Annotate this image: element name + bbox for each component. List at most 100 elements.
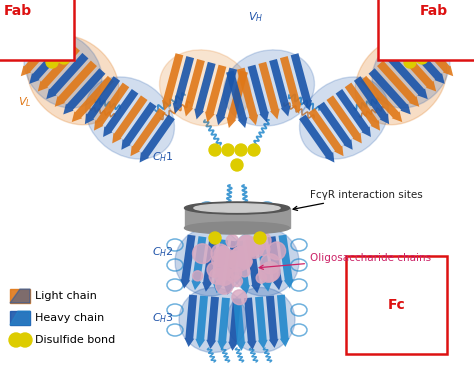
Polygon shape (336, 89, 371, 137)
Circle shape (216, 276, 233, 294)
Ellipse shape (27, 35, 119, 125)
Polygon shape (228, 298, 241, 351)
Polygon shape (291, 53, 312, 111)
Circle shape (18, 333, 32, 347)
Circle shape (211, 244, 229, 263)
Circle shape (239, 257, 252, 269)
Polygon shape (85, 76, 120, 124)
Circle shape (207, 262, 222, 277)
Polygon shape (318, 102, 353, 150)
Polygon shape (394, 45, 436, 91)
Circle shape (253, 232, 271, 250)
Polygon shape (269, 59, 291, 116)
Circle shape (237, 235, 256, 254)
Text: $C_H3$: $C_H3$ (152, 311, 174, 325)
Bar (10, 311, 30, 325)
Ellipse shape (179, 288, 247, 352)
Polygon shape (191, 236, 206, 290)
Polygon shape (184, 295, 197, 347)
Polygon shape (63, 68, 105, 115)
Polygon shape (112, 95, 147, 143)
Circle shape (229, 252, 241, 264)
Polygon shape (244, 298, 257, 350)
Text: FcγR interaction sites: FcγR interaction sites (293, 190, 423, 210)
Polygon shape (46, 53, 89, 99)
Circle shape (416, 52, 428, 64)
Polygon shape (55, 60, 97, 107)
Circle shape (227, 270, 239, 282)
Polygon shape (205, 65, 227, 122)
Text: $V_L$: $V_L$ (18, 95, 31, 109)
Polygon shape (247, 65, 269, 122)
Circle shape (261, 262, 280, 281)
Circle shape (192, 271, 203, 281)
Circle shape (209, 232, 221, 244)
Polygon shape (279, 235, 293, 289)
Circle shape (209, 144, 221, 156)
Text: $C_H1$: $C_H1$ (152, 150, 174, 164)
Polygon shape (194, 62, 216, 119)
Circle shape (216, 248, 236, 268)
Circle shape (257, 243, 270, 256)
Polygon shape (227, 70, 248, 128)
Circle shape (218, 269, 230, 280)
Circle shape (230, 268, 242, 279)
Polygon shape (130, 108, 166, 156)
Polygon shape (369, 68, 411, 115)
Polygon shape (206, 297, 219, 349)
Circle shape (212, 255, 224, 267)
Polygon shape (385, 53, 428, 99)
Circle shape (219, 268, 229, 279)
Circle shape (235, 144, 247, 156)
Polygon shape (10, 311, 30, 325)
Circle shape (215, 267, 233, 285)
Circle shape (256, 273, 266, 283)
Polygon shape (121, 102, 156, 150)
Circle shape (222, 254, 241, 272)
Polygon shape (345, 82, 380, 131)
Polygon shape (162, 53, 183, 111)
Polygon shape (173, 56, 194, 114)
Ellipse shape (194, 204, 280, 212)
Ellipse shape (229, 228, 299, 296)
Polygon shape (224, 241, 239, 295)
Polygon shape (327, 95, 362, 143)
Ellipse shape (227, 288, 295, 352)
Polygon shape (181, 235, 195, 289)
Ellipse shape (24, 32, 102, 108)
Circle shape (245, 239, 264, 258)
Circle shape (236, 252, 251, 268)
Circle shape (231, 247, 250, 266)
Circle shape (239, 248, 250, 258)
Polygon shape (21, 30, 63, 76)
Circle shape (404, 56, 416, 68)
Text: Fab: Fab (420, 4, 448, 18)
Circle shape (226, 235, 238, 247)
Ellipse shape (355, 35, 447, 125)
Polygon shape (217, 298, 230, 350)
Circle shape (46, 56, 58, 68)
Circle shape (222, 144, 234, 156)
Polygon shape (258, 62, 280, 119)
Ellipse shape (160, 50, 250, 126)
Polygon shape (411, 30, 453, 76)
Polygon shape (213, 239, 228, 293)
Text: Light chain: Light chain (35, 291, 97, 301)
Polygon shape (299, 115, 334, 163)
Polygon shape (268, 236, 283, 290)
Circle shape (254, 232, 266, 244)
Circle shape (232, 247, 249, 264)
Circle shape (231, 276, 243, 286)
Polygon shape (308, 108, 344, 156)
Circle shape (244, 244, 255, 255)
Circle shape (231, 255, 247, 272)
Polygon shape (38, 45, 80, 91)
Polygon shape (183, 59, 205, 116)
Bar (10, 289, 30, 303)
Circle shape (239, 266, 250, 277)
Circle shape (225, 251, 242, 267)
Text: Fc: Fc (388, 298, 406, 312)
Polygon shape (257, 238, 272, 292)
Polygon shape (377, 60, 419, 107)
Text: Heavy chain: Heavy chain (35, 313, 104, 323)
